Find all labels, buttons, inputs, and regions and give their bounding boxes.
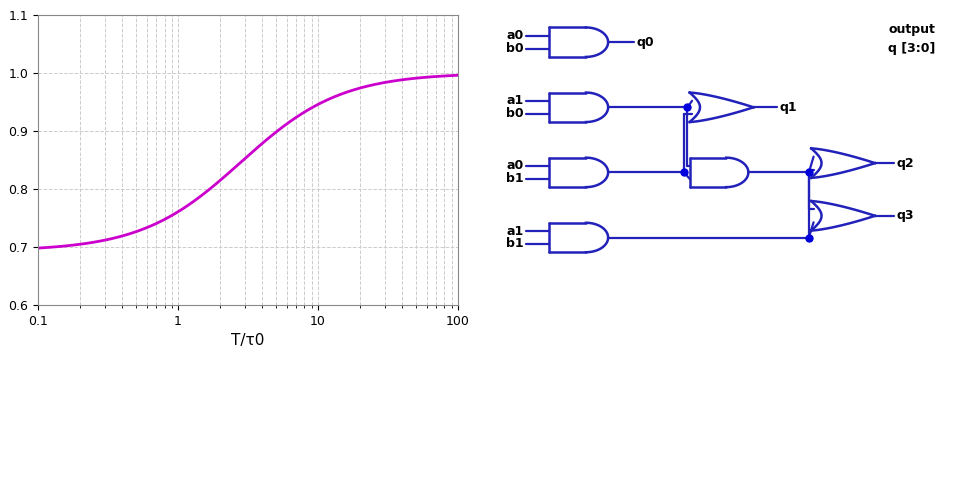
Text: output: output	[887, 23, 934, 36]
X-axis label: T/τ0: T/τ0	[232, 333, 264, 348]
Text: b1: b1	[506, 238, 523, 250]
Text: q2: q2	[895, 156, 913, 170]
Text: q1: q1	[779, 101, 796, 114]
Text: q0: q0	[636, 36, 653, 49]
Text: q [3:0]: q [3:0]	[887, 42, 934, 55]
Text: b0: b0	[506, 42, 523, 55]
Text: a0: a0	[506, 29, 523, 42]
Y-axis label: $t_{PD}/\tau_0$: $t_{PD}/\tau_0$	[0, 138, 3, 182]
Text: b0: b0	[506, 107, 523, 121]
Text: Why Does a Keep Transistor Increase
HL Propagation Delay: Why Does a Keep Transistor Increase HL P…	[98, 365, 855, 446]
Text: a1: a1	[506, 225, 523, 238]
Text: a0: a0	[506, 159, 523, 172]
Text: a1: a1	[506, 94, 523, 107]
Text: b1: b1	[506, 172, 523, 185]
Text: q3: q3	[895, 209, 913, 222]
